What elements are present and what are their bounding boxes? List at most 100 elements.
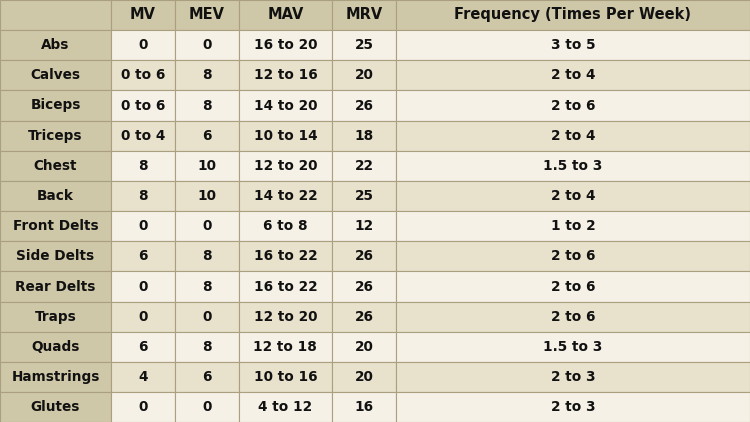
Text: 10: 10 (197, 189, 216, 203)
Text: 6: 6 (202, 129, 211, 143)
Bar (0, 0, 111, 30)
Bar (175, 332, 238, 362)
Text: 14 to 20: 14 to 20 (254, 98, 317, 113)
Text: 8: 8 (202, 279, 211, 294)
Text: 20: 20 (355, 68, 374, 82)
Text: 1 to 2: 1 to 2 (550, 219, 596, 233)
Bar (0, 121, 111, 151)
Bar (0, 241, 111, 271)
Text: 2 to 3: 2 to 3 (550, 400, 596, 414)
Bar (111, 30, 175, 60)
Text: 16 to 22: 16 to 22 (254, 279, 317, 294)
Text: 8: 8 (138, 159, 148, 173)
Text: 0 to 6: 0 to 6 (121, 98, 165, 113)
Bar (0, 90, 111, 121)
Bar (396, 392, 750, 422)
Bar (175, 90, 238, 121)
Bar (175, 362, 238, 392)
Bar (175, 392, 238, 422)
Bar (238, 181, 332, 211)
Text: 2 to 6: 2 to 6 (550, 310, 596, 324)
Bar (332, 241, 396, 271)
Bar (396, 241, 750, 271)
Text: 2 to 6: 2 to 6 (550, 279, 596, 294)
Bar (332, 60, 396, 90)
Bar (111, 392, 175, 422)
Text: Glutes: Glutes (31, 400, 80, 414)
Text: 18: 18 (355, 129, 374, 143)
Bar (238, 90, 332, 121)
Text: 2 to 6: 2 to 6 (550, 98, 596, 113)
Text: Biceps: Biceps (30, 98, 81, 113)
Text: 8: 8 (138, 189, 148, 203)
Bar (332, 362, 396, 392)
Bar (175, 271, 238, 302)
Bar (396, 302, 750, 332)
Bar (396, 211, 750, 241)
Text: 0 to 6: 0 to 6 (121, 68, 165, 82)
Bar (332, 0, 396, 30)
Bar (0, 362, 111, 392)
Bar (175, 302, 238, 332)
Text: 2 to 4: 2 to 4 (550, 129, 596, 143)
Text: 0: 0 (202, 38, 211, 52)
Bar (396, 121, 750, 151)
Bar (396, 151, 750, 181)
Bar (0, 211, 111, 241)
Text: Frequency (Times Per Week): Frequency (Times Per Week) (454, 7, 692, 22)
Text: Triceps: Triceps (28, 129, 82, 143)
Text: Front Delts: Front Delts (13, 219, 98, 233)
Text: Calves: Calves (31, 68, 80, 82)
Text: 25: 25 (355, 38, 374, 52)
Bar (332, 392, 396, 422)
Bar (396, 181, 750, 211)
Bar (332, 151, 396, 181)
Text: Rear Delts: Rear Delts (15, 279, 96, 294)
Text: 25: 25 (355, 189, 374, 203)
Text: 8: 8 (202, 249, 211, 263)
Text: 2 to 4: 2 to 4 (550, 68, 596, 82)
Text: 2 to 4: 2 to 4 (550, 189, 596, 203)
Bar (111, 121, 175, 151)
Bar (396, 332, 750, 362)
Bar (238, 121, 332, 151)
Bar (111, 362, 175, 392)
Bar (111, 60, 175, 90)
Text: 0: 0 (202, 219, 211, 233)
Text: Side Delts: Side Delts (16, 249, 94, 263)
Text: Back: Back (37, 189, 74, 203)
Bar (396, 0, 750, 30)
Bar (0, 332, 111, 362)
Text: 1.5 to 3: 1.5 to 3 (543, 159, 603, 173)
Bar (111, 151, 175, 181)
Text: 6: 6 (138, 340, 148, 354)
Text: 14 to 22: 14 to 22 (254, 189, 317, 203)
Text: 10 to 16: 10 to 16 (254, 370, 317, 384)
Text: Traps: Traps (34, 310, 76, 324)
Text: Abs: Abs (41, 38, 70, 52)
Bar (238, 362, 332, 392)
Text: MEV: MEV (188, 7, 224, 22)
Bar (332, 90, 396, 121)
Text: 10 to 14: 10 to 14 (254, 129, 317, 143)
Text: 4 to 12: 4 to 12 (258, 400, 313, 414)
Text: 2 to 6: 2 to 6 (550, 249, 596, 263)
Text: MAV: MAV (267, 7, 304, 22)
Bar (111, 211, 175, 241)
Bar (0, 392, 111, 422)
Bar (238, 302, 332, 332)
Bar (332, 30, 396, 60)
Bar (396, 362, 750, 392)
Bar (175, 30, 238, 60)
Bar (332, 211, 396, 241)
Text: 4: 4 (138, 370, 148, 384)
Text: 16 to 20: 16 to 20 (254, 38, 317, 52)
Bar (0, 151, 111, 181)
Text: 10: 10 (197, 159, 216, 173)
Bar (175, 151, 238, 181)
Bar (175, 241, 238, 271)
Text: 22: 22 (355, 159, 374, 173)
Bar (396, 271, 750, 302)
Bar (238, 151, 332, 181)
Text: 16: 16 (355, 400, 374, 414)
